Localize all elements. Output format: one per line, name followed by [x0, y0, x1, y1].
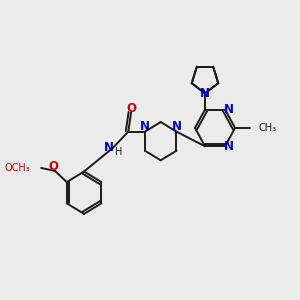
Text: N: N [224, 103, 233, 116]
Text: H: H [115, 147, 122, 157]
Text: OCH₃: OCH₃ [5, 163, 31, 173]
Text: CH₃: CH₃ [258, 123, 276, 133]
Text: N: N [224, 140, 233, 153]
Text: N: N [140, 120, 150, 133]
Text: N: N [171, 120, 182, 133]
Text: N: N [104, 141, 114, 154]
Text: N: N [200, 87, 210, 100]
Text: O: O [126, 101, 136, 115]
Text: O: O [49, 160, 58, 173]
